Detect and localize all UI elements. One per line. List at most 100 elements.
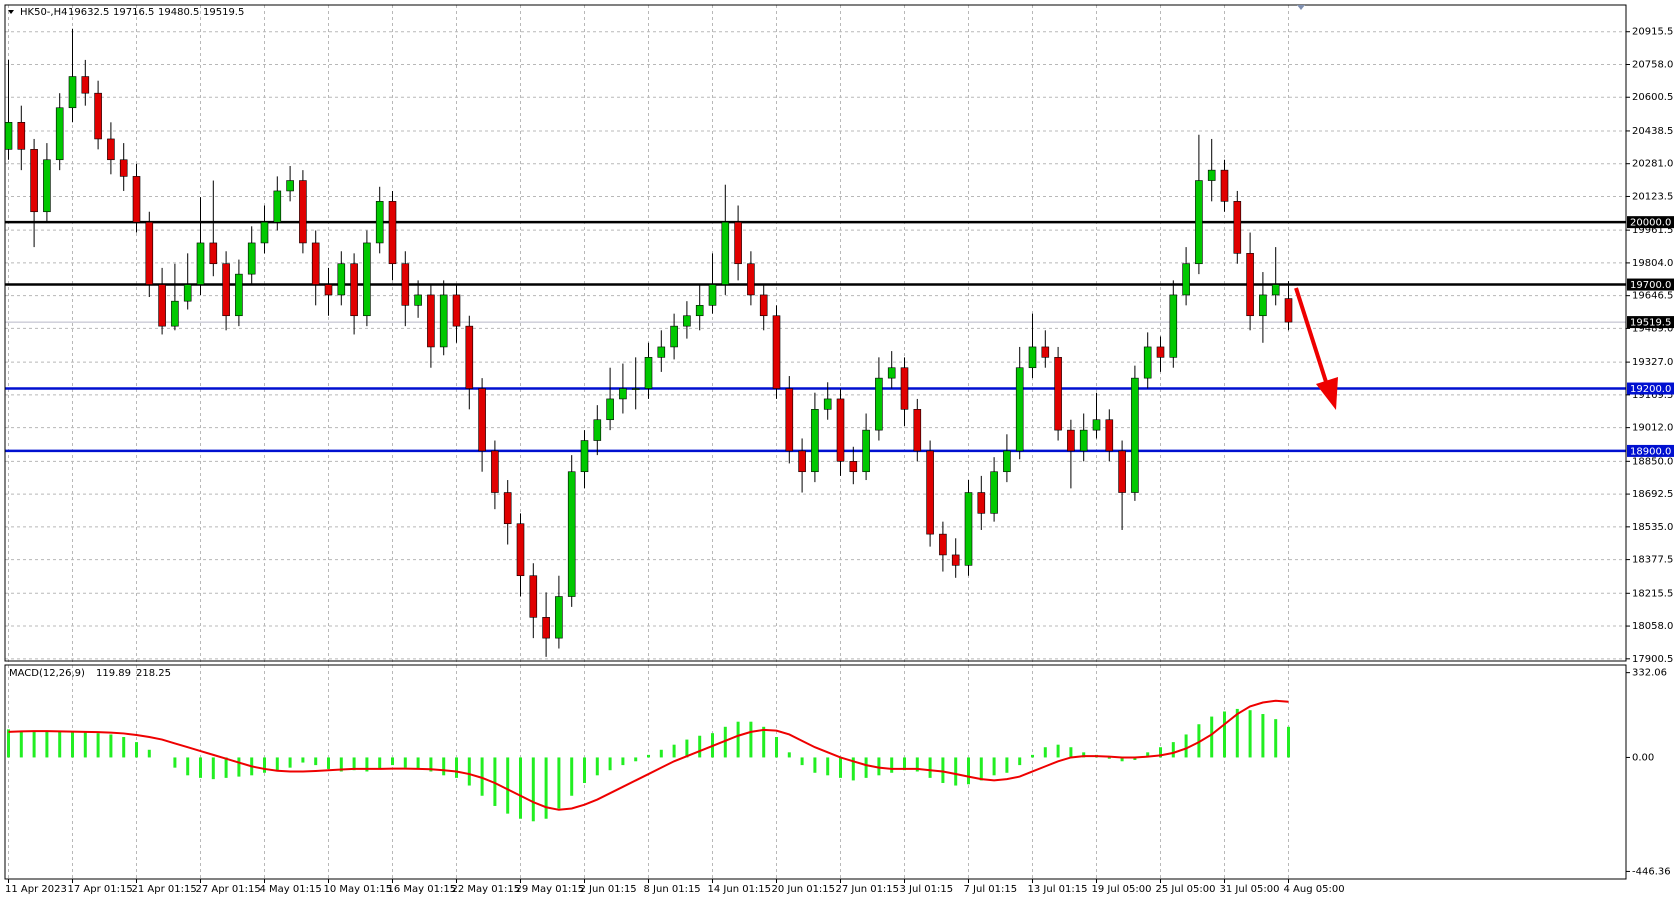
macd-bar [467, 757, 471, 786]
macd-bar [237, 757, 241, 777]
candle-body [324, 284, 333, 296]
macd-bar [595, 757, 599, 776]
macd-bar [442, 757, 446, 776]
candle-body [1015, 367, 1024, 452]
macd-bar [839, 757, 842, 778]
macd-bar [1159, 747, 1162, 758]
candle-body [1054, 357, 1062, 431]
candle-body [4, 122, 13, 150]
macd-bar [1171, 742, 1175, 758]
candle-body [119, 159, 128, 177]
candle-body [503, 492, 512, 525]
macd-bar [647, 754, 650, 758]
x-tick-label: 11 Apr 2023 [5, 884, 67, 895]
level-label: 19519.5 [1630, 318, 1671, 329]
candle-body [990, 471, 998, 514]
y-tick-label: 18215.5 [1632, 588, 1673, 599]
macd-bar [698, 735, 702, 758]
candle-body [1207, 169, 1216, 181]
candle-body [1156, 346, 1165, 358]
x-tick-label: 3 Jul 01:15 [900, 884, 954, 895]
macd-bar [122, 737, 126, 758]
macd-bar [1069, 747, 1073, 758]
macd-bar [1274, 719, 1278, 758]
level-box [1627, 316, 1674, 329]
y-tick-label: 18377.5 [1632, 555, 1673, 566]
candle-body [1220, 169, 1229, 202]
macd-bar [1223, 711, 1226, 758]
candle-body [1105, 419, 1114, 452]
x-tick-label: 17 Apr 01:15 [68, 884, 133, 895]
candle-body [1259, 294, 1267, 317]
candle-body [683, 315, 691, 327]
y-tick-label: 20438.5 [1632, 126, 1673, 137]
x-tick-label: 10 May 01:15 [324, 884, 393, 895]
candle-body [964, 492, 973, 566]
macd-bar [992, 757, 996, 776]
marks-layer [4, 28, 1626, 822]
macd-bar [583, 757, 586, 783]
shift-marker[interactable] [1297, 5, 1305, 10]
candle-body [132, 176, 141, 223]
macd-bar [890, 757, 894, 773]
candle-body [1284, 298, 1293, 323]
candle-body [875, 377, 883, 431]
x-tick-label: 29 May 01:15 [516, 884, 585, 895]
candle-body [401, 263, 410, 306]
candle-body [439, 294, 448, 348]
candle-body [222, 263, 230, 317]
macd-bar [186, 757, 190, 776]
y-tick-label: 0.00 [1632, 752, 1654, 763]
macd-bar [327, 757, 330, 769]
macd-bar [1210, 716, 1214, 758]
macd-bar [275, 757, 279, 771]
macd-bar [941, 757, 945, 783]
macd-bar [211, 757, 215, 780]
macd-bar [787, 752, 791, 758]
candle-body [593, 419, 602, 441]
macd-bar [1018, 757, 1022, 766]
macd-bar [1146, 752, 1150, 758]
candle-body [286, 180, 294, 192]
candle-body [606, 398, 614, 421]
candle-body [695, 305, 704, 317]
candle-body [529, 575, 538, 618]
candle-body [759, 294, 768, 317]
candle-body [900, 367, 909, 410]
macd-bar [557, 757, 561, 809]
macd-bar [199, 757, 202, 778]
candle-body [17, 122, 26, 150]
candle-body [734, 221, 742, 265]
macd-bar [1120, 757, 1124, 762]
macd-bar [506, 757, 510, 814]
candle-body [1169, 294, 1178, 358]
macd-bar [531, 757, 535, 822]
macd-bar [1287, 726, 1290, 758]
level-label: 18900.0 [1630, 446, 1671, 457]
macd-bar [352, 757, 356, 771]
x-tick-label: 14 Jun 01:15 [708, 884, 772, 895]
low-value: 19480.5 [158, 7, 199, 18]
level-label: 20000.0 [1630, 218, 1671, 229]
candle-body [1131, 377, 1139, 493]
candle-body [631, 388, 640, 390]
y-tick-label: 332.06 [1632, 668, 1667, 679]
y-tick-label: 18058.0 [1632, 621, 1673, 632]
candle-body [363, 242, 371, 317]
grid-layer [5, 5, 1626, 879]
candle-body [491, 450, 499, 493]
macd-bar [1133, 757, 1137, 760]
candle-body [375, 201, 384, 244]
macd-bar [723, 726, 727, 758]
macd-bar [416, 757, 420, 769]
candle-body [580, 440, 589, 473]
candle-body [1067, 429, 1075, 452]
candle-body [1092, 419, 1101, 431]
macd-bar [365, 757, 369, 772]
y-tick-label: 19327.0 [1632, 357, 1673, 368]
level-box [1627, 278, 1674, 291]
macd-bar [1184, 734, 1188, 758]
menu-triangle[interactable] [8, 10, 14, 14]
y-tick-label: 18692.5 [1632, 489, 1673, 500]
